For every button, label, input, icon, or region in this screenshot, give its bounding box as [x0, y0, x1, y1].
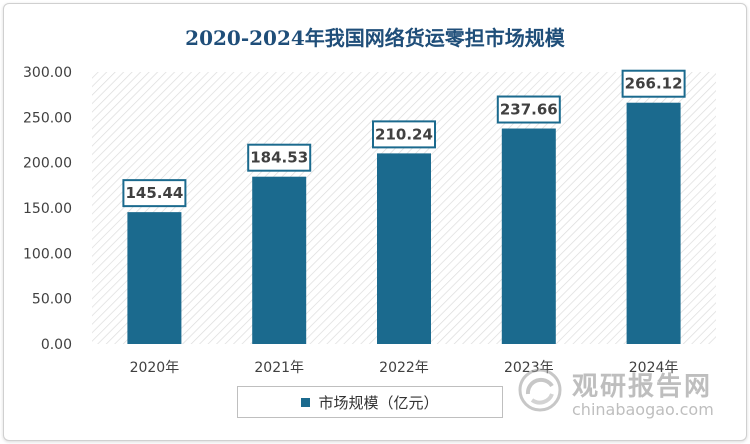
data-label-box: [122, 179, 187, 208]
bar: [501, 128, 556, 344]
watermark-logo-icon: [518, 368, 562, 412]
bar: [252, 176, 307, 344]
y-tick-label: 300.00: [23, 65, 72, 81]
x-tick-label: 2024年: [629, 360, 679, 376]
x-tick-label: 2020年: [130, 360, 180, 376]
data-label-box: [496, 95, 561, 124]
watermark-url: chinabaogao.com: [572, 400, 714, 419]
bar: [377, 153, 431, 344]
data-label: 184.53: [250, 149, 308, 167]
legend: 市场规模（亿元）: [237, 386, 503, 418]
y-tick-label: 200.00: [23, 156, 72, 172]
x-tick-label: 2021年: [254, 360, 304, 376]
data-label: 237.66: [500, 101, 558, 119]
data-label-box: [247, 143, 312, 172]
legend-label: 市场规模（亿元）: [318, 393, 439, 412]
y-tick-label: 100.00: [23, 246, 72, 262]
data-label-box: [372, 120, 436, 149]
x-tick-label: 2022年: [379, 360, 429, 376]
legend-swatch: [301, 397, 311, 407]
bar: [127, 212, 182, 344]
data-label: 210.24: [375, 125, 433, 143]
data-label: 266.12: [625, 75, 683, 93]
y-tick-label: 50.00: [32, 292, 72, 308]
watermark: 观研报告网 chinabaogao.com: [518, 364, 738, 424]
data-label-box: [621, 69, 686, 98]
y-tick-label: 150.00: [23, 201, 72, 217]
watermark-name: 观研报告网: [572, 372, 713, 402]
data-label: 145.44: [125, 184, 183, 202]
bar: [626, 102, 681, 344]
x-tick-label: 2023年: [504, 360, 554, 376]
y-tick-label: 0.00: [41, 337, 72, 353]
chart-title: 2020-2024年我国网络货运零担市场规模: [185, 26, 565, 50]
y-tick-label: 250.00: [23, 110, 72, 126]
